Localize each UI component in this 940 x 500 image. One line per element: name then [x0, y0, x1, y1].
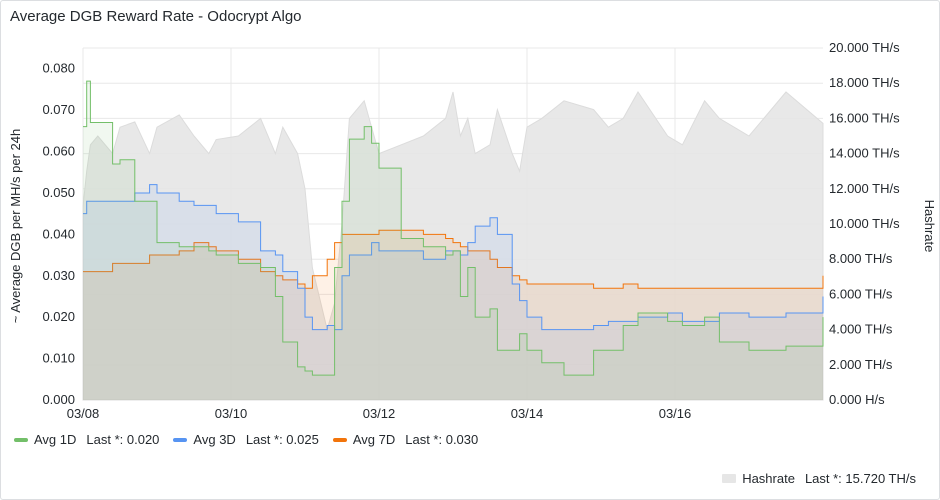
y-tick-right: 4.000 TH/s [829, 322, 893, 337]
x-tick: 03/08 [67, 406, 100, 421]
legend-last-avg-7d: Last *: 0.030 [405, 432, 479, 447]
legend-item-hashrate[interactable]: Hashrate Last *: 15.720 TH/s [722, 471, 916, 486]
y-tick-left: 0.030 [42, 268, 75, 283]
legend-swatch-avg-7d [332, 437, 347, 442]
x-axis-ticks: 03/08 03/10 03/12 03/14 03/16 [67, 406, 692, 421]
legend-label-avg-1d: Avg 1D [34, 432, 77, 447]
avg-3d-series-line [83, 184, 824, 331]
x-tick: 03/14 [511, 406, 544, 421]
y-tick-left: 0.080 [42, 61, 75, 76]
y-tick-right: 16.000 TH/s [829, 110, 900, 125]
legend-label-hashrate: Hashrate [742, 471, 795, 486]
legend-label-avg-3d: Avg 3D [193, 432, 236, 447]
y-tick-right: 14.000 TH/s [829, 146, 900, 161]
legend: Avg 1D Last *: 0.020 Avg 3D Last *: 0.02… [14, 432, 478, 447]
y-axis-title-left: ~ Average DGB per MH/s per 24h [8, 129, 23, 324]
right-axis-ticks: 0.000 H/s 2.000 TH/s 4.000 TH/s 6.000 TH/s 8… [829, 40, 900, 407]
y-tick-right: 6.000 TH/s [829, 286, 893, 301]
legend-label-avg-7d: Avg 7D [352, 432, 396, 447]
y-tick-right: 10.000 TH/s [829, 216, 900, 231]
y-tick-right: 8.000 TH/s [829, 251, 893, 266]
y-tick-left: 0.040 [42, 226, 75, 241]
avg-7d-series-line [83, 229, 824, 289]
legend-last-hashrate: Last *: 15.720 TH/s [804, 471, 916, 486]
avg-7d-series-area [83, 230, 823, 400]
y-tick-right: 0.000 H/s [829, 392, 885, 407]
y-axis-title-right: Hashrate [922, 200, 937, 253]
left-axis-ticks: 0.000 0.010 0.020 0.030 0.040 0.050 0.060 0.070… [42, 61, 75, 407]
y-tick-right: 2.000 TH/s [829, 357, 893, 372]
legend-last-value-avg-3d: 0.025 [286, 432, 319, 447]
legend-last-value-hashrate: 15.720 TH/s [845, 471, 916, 486]
legend-swatch-avg-1d [14, 437, 28, 442]
legend-last-avg-3d: Last *: 0.025 [245, 432, 319, 447]
y-tick-left: 0.010 [42, 351, 75, 366]
legend-item-avg-3d[interactable]: Avg 3D Last *: 0.025 [173, 432, 319, 447]
x-tick: 03/16 [659, 406, 692, 421]
y-tick-left: 0.060 [42, 144, 75, 159]
y-tick-left: 0.000 [42, 392, 75, 407]
y-tick-left: 0.050 [42, 185, 75, 200]
avg-3d-series-area [83, 184, 823, 400]
x-tick: 03/10 [215, 406, 248, 421]
avg-1d-series-line [83, 80, 824, 376]
y-tick-right: 18.000 TH/s [829, 75, 900, 90]
legend-last-avg-1d: Last *: 0.020 [86, 432, 160, 447]
y-tick-right: 12.000 TH/s [829, 181, 900, 196]
y-tick-right: 20.000 TH/s [829, 40, 900, 55]
legend-item-avg-1d[interactable]: Avg 1D Last *: 0.020 [14, 432, 159, 447]
legend-swatch-avg-3d [173, 437, 188, 442]
y-tick-left: 0.070 [42, 102, 75, 117]
panel-title: Average DGB Reward Rate - Odocrypt Algo [10, 8, 302, 25]
legend-last-value-avg-1d: 0.020 [126, 432, 160, 447]
series-layer [83, 80, 824, 401]
x-tick: 03/12 [363, 406, 396, 421]
legend-swatch-hashrate [722, 474, 737, 483]
legend-item-avg-7d[interactable]: Avg 7D Last *: 0.030 [332, 432, 479, 447]
y-tick-left: 0.020 [42, 309, 75, 324]
legend-last-value-avg-7d: 0.030 [445, 432, 479, 447]
